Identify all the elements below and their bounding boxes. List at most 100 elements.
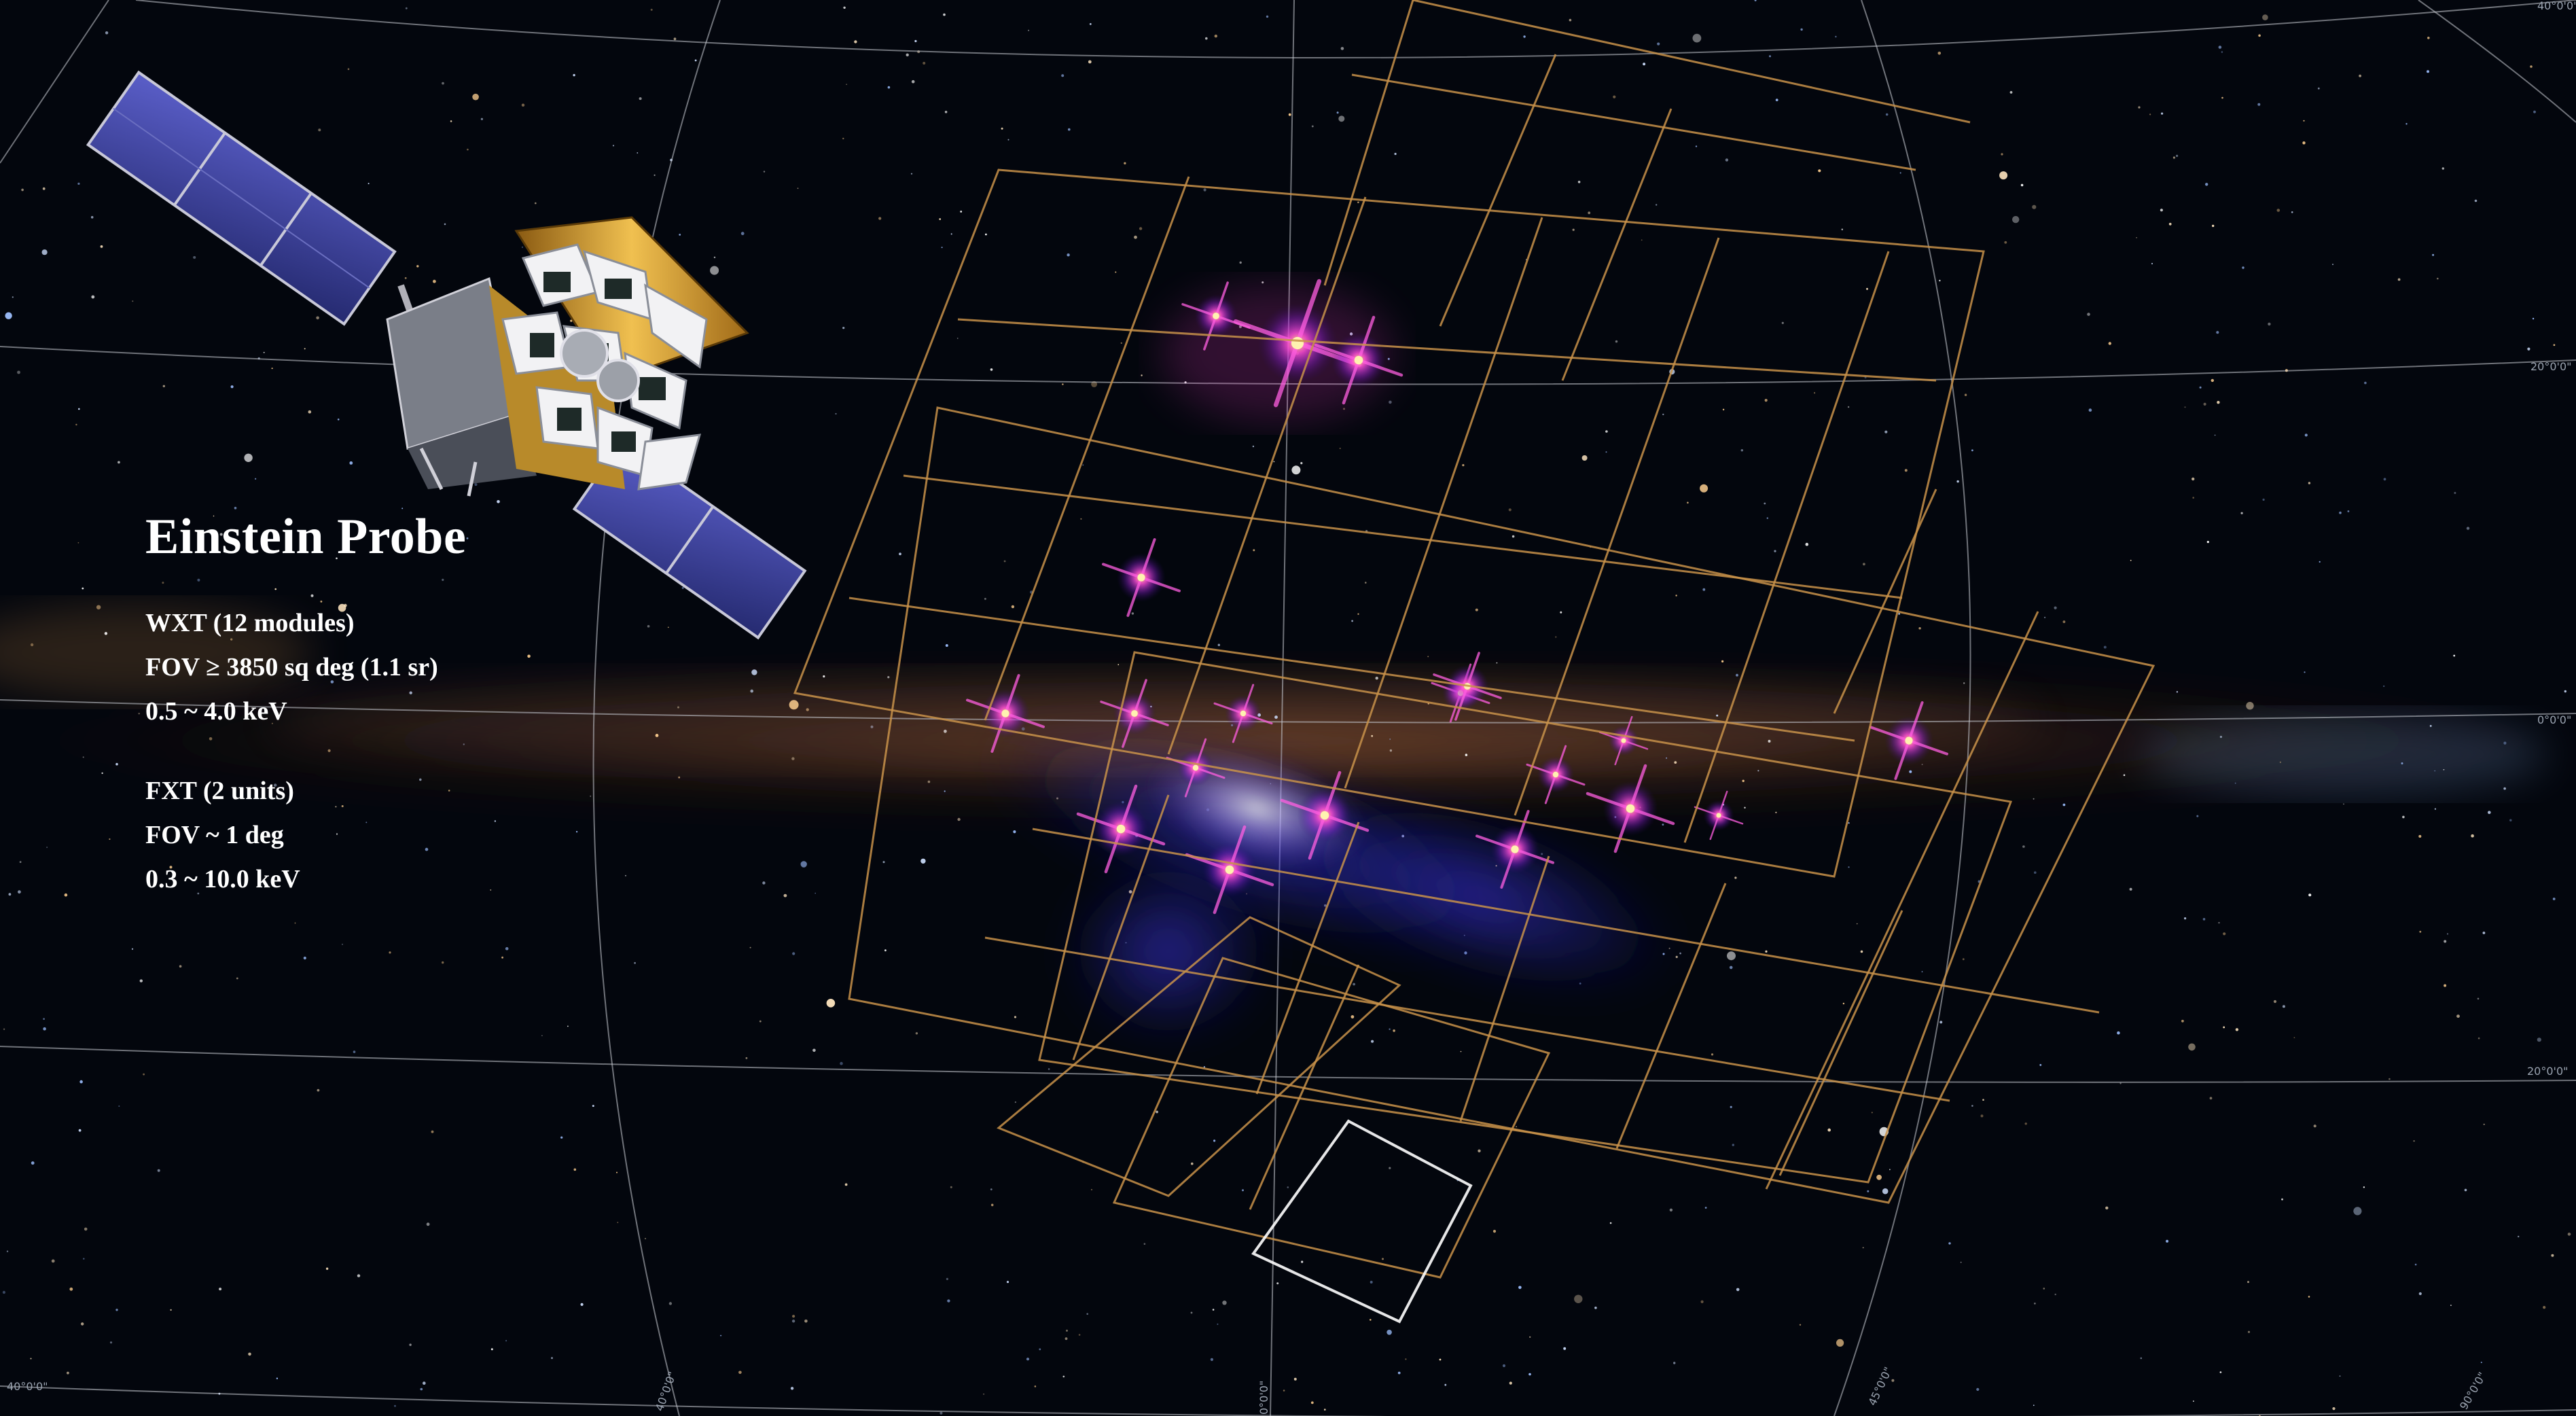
star bbox=[1213, 1139, 1216, 1142]
star bbox=[1382, 1258, 1384, 1260]
star bbox=[78, 408, 80, 410]
xray-point-source bbox=[1185, 825, 1274, 915]
star bbox=[650, 8, 653, 11]
star bbox=[43, 1018, 45, 1020]
star bbox=[535, 202, 537, 205]
star bbox=[1516, 1126, 1517, 1127]
star bbox=[1529, 1336, 1531, 1338]
star bbox=[1939, 1021, 1943, 1024]
star bbox=[1338, 116, 1345, 122]
star bbox=[401, 508, 404, 510]
star bbox=[870, 725, 874, 728]
star bbox=[335, 806, 337, 808]
star bbox=[2453, 654, 2456, 657]
star bbox=[2054, 606, 2057, 609]
star bbox=[1370, 1281, 1373, 1284]
star bbox=[82, 587, 84, 590]
star bbox=[1960, 1262, 1962, 1263]
star bbox=[109, 1341, 113, 1344]
star bbox=[109, 838, 111, 840]
star bbox=[710, 266, 719, 275]
star bbox=[344, 603, 347, 607]
star bbox=[1397, 1371, 1401, 1375]
star bbox=[162, 582, 164, 584]
star bbox=[1641, 239, 1643, 241]
star bbox=[1800, 28, 1803, 31]
star bbox=[2319, 561, 2321, 563]
star bbox=[983, 1394, 984, 1395]
star bbox=[541, 1035, 543, 1036]
star bbox=[789, 700, 799, 710]
star bbox=[2527, 347, 2530, 351]
star bbox=[1971, 449, 1973, 452]
star bbox=[1863, 563, 1865, 566]
xray-diffuse-emission bbox=[977, 285, 1689, 1046]
xray-point-source bbox=[1100, 679, 1169, 748]
star bbox=[347, 68, 350, 70]
star bbox=[2240, 512, 2243, 514]
star bbox=[404, 277, 407, 279]
star bbox=[2219, 1371, 2222, 1373]
star bbox=[1518, 1286, 1522, 1290]
star bbox=[271, 368, 273, 370]
star bbox=[2503, 787, 2506, 790]
star bbox=[2062, 803, 2066, 807]
star bbox=[1921, 764, 1923, 765]
star bbox=[944, 790, 946, 792]
star bbox=[946, 1277, 948, 1280]
star bbox=[1276, 1282, 1279, 1285]
star bbox=[1841, 228, 1843, 230]
star bbox=[1588, 211, 1591, 215]
star bbox=[2383, 685, 2385, 687]
star bbox=[236, 977, 238, 980]
star bbox=[8, 893, 12, 896]
star bbox=[1871, 1112, 1873, 1114]
star bbox=[1273, 461, 1275, 463]
star bbox=[984, 597, 986, 600]
star bbox=[21, 188, 24, 192]
star bbox=[330, 680, 334, 684]
star bbox=[634, 961, 636, 964]
star bbox=[138, 713, 140, 715]
star bbox=[1067, 253, 1070, 257]
star bbox=[1860, 950, 1863, 953]
star bbox=[573, 1168, 577, 1171]
star bbox=[2235, 1028, 2239, 1031]
star bbox=[336, 833, 338, 835]
star bbox=[118, 1105, 120, 1107]
star bbox=[219, 533, 223, 536]
star bbox=[46, 847, 48, 848]
star bbox=[985, 233, 987, 236]
star bbox=[1066, 1329, 1068, 1332]
star bbox=[1581, 455, 1588, 461]
star bbox=[2456, 1014, 2460, 1018]
star bbox=[67, 1371, 69, 1375]
star bbox=[3, 1028, 5, 1030]
star bbox=[2212, 224, 2215, 228]
star bbox=[1555, 636, 1557, 638]
star bbox=[1528, 1373, 1531, 1376]
star bbox=[2443, 768, 2445, 771]
star bbox=[842, 137, 844, 140]
star bbox=[2117, 1031, 2120, 1035]
star bbox=[1007, 139, 1009, 141]
star bbox=[1394, 152, 1397, 156]
star bbox=[679, 234, 681, 236]
star bbox=[2454, 492, 2456, 494]
star bbox=[2533, 110, 2536, 113]
star bbox=[790, 1387, 794, 1390]
star bbox=[2537, 1038, 2541, 1042]
star bbox=[1217, 643, 1221, 646]
star bbox=[162, 385, 165, 387]
star bbox=[2181, 1019, 2184, 1023]
star bbox=[433, 279, 436, 283]
star bbox=[1389, 1028, 1391, 1030]
star bbox=[2258, 34, 2261, 37]
star bbox=[950, 1186, 952, 1188]
star bbox=[1962, 958, 1965, 961]
star bbox=[234, 506, 237, 510]
star bbox=[2196, 815, 2199, 817]
star bbox=[1139, 227, 1143, 230]
star bbox=[2199, 386, 2202, 389]
xray-point-source bbox=[1870, 701, 1948, 780]
